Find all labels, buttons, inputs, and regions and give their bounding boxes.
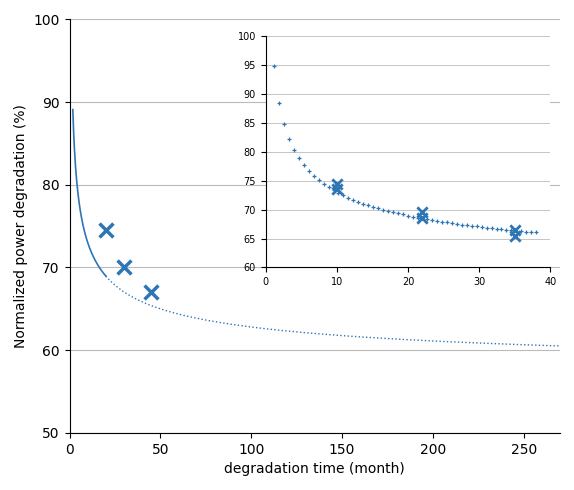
Point	[101, 226, 110, 234]
Y-axis label: Normalized power degradation (%): Normalized power degradation (%)	[14, 104, 28, 348]
Point	[147, 288, 156, 296]
X-axis label: degradation time (month): degradation time (month)	[224, 462, 405, 476]
Point	[119, 264, 129, 271]
